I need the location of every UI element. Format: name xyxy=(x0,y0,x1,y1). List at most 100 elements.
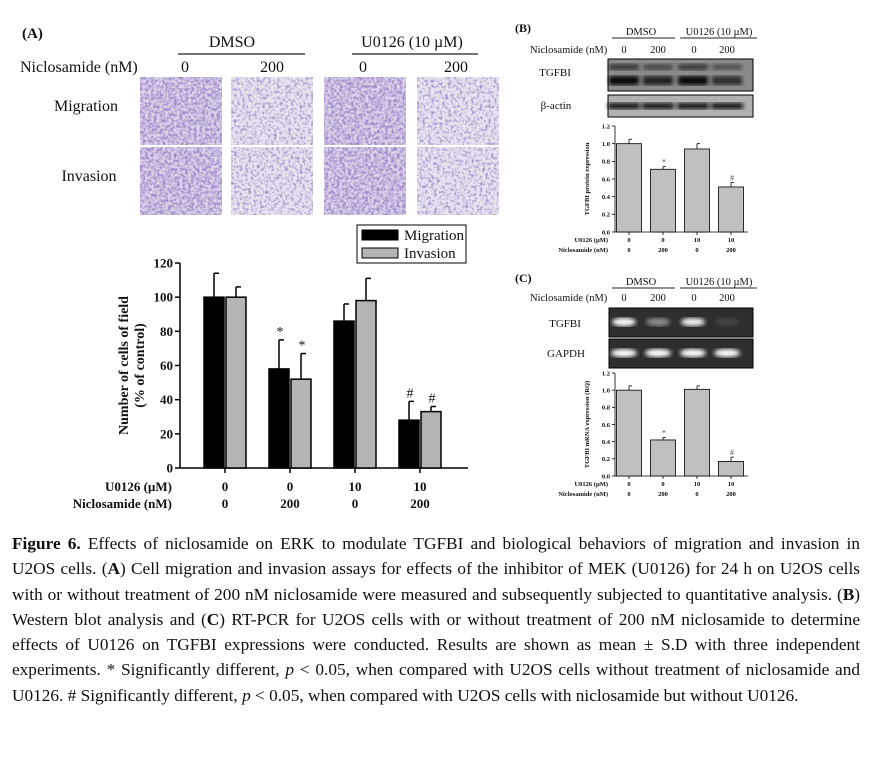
niclosamide-value: 0 xyxy=(181,59,189,76)
condition-value: 0 xyxy=(661,237,664,244)
significance-mark: * xyxy=(662,428,666,437)
y-tick-label: 0.0 xyxy=(602,473,610,480)
bar-migration-2 xyxy=(268,368,290,469)
micrograph-invasion-4 xyxy=(417,147,499,215)
group-label-dmso: DMSO xyxy=(209,34,255,51)
bar-tgfbi-4 xyxy=(718,461,744,477)
band-beta-actin xyxy=(677,103,709,109)
micrograph-cells xyxy=(231,77,313,145)
niclosamide-value: 0 xyxy=(621,45,626,56)
condition-value: 10 xyxy=(694,481,701,488)
band-tgfbi xyxy=(681,318,705,326)
y-tick-label: 80 xyxy=(160,324,173,339)
micrograph-cells xyxy=(417,147,499,215)
y-axis-label: TGFBI mRNA expression (RQ) xyxy=(584,381,591,468)
condition-label: U0126 (µM) xyxy=(574,237,608,244)
caption-segment: B xyxy=(842,584,855,604)
band-tgfbi xyxy=(646,318,670,326)
condition-value: 0 xyxy=(627,481,630,488)
niclosamide-value: 0 xyxy=(691,293,696,304)
niclosamide-value: 200 xyxy=(444,59,468,76)
micrograph-migration-4 xyxy=(417,77,499,145)
blot-tgfbi xyxy=(607,58,754,92)
caption-segment: C xyxy=(206,609,220,629)
group-label-u0126: U0126 (10 µM) xyxy=(686,277,753,288)
micrograph-cells xyxy=(140,77,222,145)
bar-invasion-1 xyxy=(225,296,247,469)
micrograph-cells xyxy=(140,147,222,215)
condition-value: 0 xyxy=(627,491,630,498)
panel-c: (C) DMSO U0126 (10 µM) Niclosamide (nM) 0 200… xyxy=(515,271,757,498)
bar-tgfbi-2 xyxy=(650,168,676,233)
gel-label-tgfbi: TGFBI xyxy=(549,318,581,330)
panel-label: (C) xyxy=(515,271,532,285)
blot-label-tgfbi: TGFBI xyxy=(539,67,571,79)
condition-value: 10 xyxy=(728,481,735,488)
y-tick-label: 60 xyxy=(160,358,173,373)
micrograph-cells xyxy=(417,77,499,145)
bar-invasion-4 xyxy=(420,410,442,469)
condition-value: 0 xyxy=(627,237,630,244)
y-tick-label: 0.8 xyxy=(602,405,611,412)
niclosamide-value: 200 xyxy=(719,293,735,304)
figure-6: (A) DMSO U0126 (10 µM)Niclosamide (nM) 0 200… xyxy=(20,21,757,511)
y-tick-label: 0.2 xyxy=(602,212,610,219)
condition-value: 10 xyxy=(728,237,735,244)
condition-value: 0 xyxy=(222,496,229,511)
band-tgfbi xyxy=(712,76,742,85)
micrograph-invasion-3 xyxy=(324,147,406,215)
band-beta-actin xyxy=(711,103,743,109)
bar-tgfbi-2 xyxy=(650,439,676,477)
caption-segment: p xyxy=(242,685,251,705)
y-tick-label: 120 xyxy=(154,256,174,271)
band-gapdh xyxy=(714,349,740,357)
caption-segment: Effects of niclosamide on ERK to modulat… xyxy=(12,534,861,579)
condition-value: 0 xyxy=(695,491,698,498)
caption-segment: ) Cell migration and invasion assays for… xyxy=(12,559,860,604)
caption-segment: < 0.05, when compared with U2OS cells wi… xyxy=(12,660,860,705)
micrograph-migration-3 xyxy=(324,77,406,145)
niclosamide-value: 200 xyxy=(650,293,666,304)
band-gapdh xyxy=(680,349,706,357)
micrograph-cells xyxy=(324,77,406,145)
group-label-u0126: U0126 (10 µM) xyxy=(361,34,463,51)
micrograph-migration-2 xyxy=(231,77,313,145)
bar-migration-3 xyxy=(333,320,355,469)
band-tgfbi xyxy=(715,318,739,326)
niclosamide-value: 0 xyxy=(621,293,626,304)
legend: Migration Invasion xyxy=(356,224,467,264)
caption-segment: p xyxy=(285,660,295,680)
micrograph-cells xyxy=(231,147,313,215)
bar-invasion-2 xyxy=(290,378,312,469)
y-tick-label: 20 xyxy=(160,426,173,441)
caption-segment: ) Western blot analysis and ( xyxy=(12,584,860,629)
band-gapdh xyxy=(645,349,671,357)
micrograph-cells xyxy=(324,147,406,215)
niclosamide-label: Niclosamide (nM) xyxy=(530,45,608,56)
legend-swatch-invasion xyxy=(361,247,399,259)
row-label-invasion: Invasion xyxy=(61,168,116,185)
condition-label: Niclosamide (nM) xyxy=(73,496,172,511)
niclosamide-label: Niclosamide (nM) xyxy=(20,59,138,76)
y-tick-label: 1.2 xyxy=(602,370,610,377)
niclosamide-value: 200 xyxy=(719,45,735,56)
caption-segment: ) RT-PCR for U2OS cells with or without … xyxy=(12,609,860,680)
condition-value: 0 xyxy=(695,247,698,254)
bar-invasion-3 xyxy=(355,299,377,469)
group-label-dmso: DMSO xyxy=(626,27,657,38)
condition-value: 0 xyxy=(661,481,664,488)
y-tick-label: 100 xyxy=(154,290,174,305)
band-tgfbi-upper xyxy=(609,64,639,70)
significance-mark: * xyxy=(277,325,284,340)
condition-value: 0 xyxy=(627,247,630,254)
niclosamide-value: 0 xyxy=(359,59,367,76)
gel-label-gapdh: GAPDH xyxy=(547,348,585,360)
band-tgfbi xyxy=(678,76,708,85)
row-label-migration: Migration xyxy=(54,98,118,115)
significance-mark: # xyxy=(407,386,414,401)
y-tick-label: 0 xyxy=(167,461,174,476)
band-tgfbi-upper xyxy=(712,64,742,70)
y-tick-label: 0.4 xyxy=(602,194,611,201)
micrograph-invasion-1 xyxy=(140,147,222,215)
